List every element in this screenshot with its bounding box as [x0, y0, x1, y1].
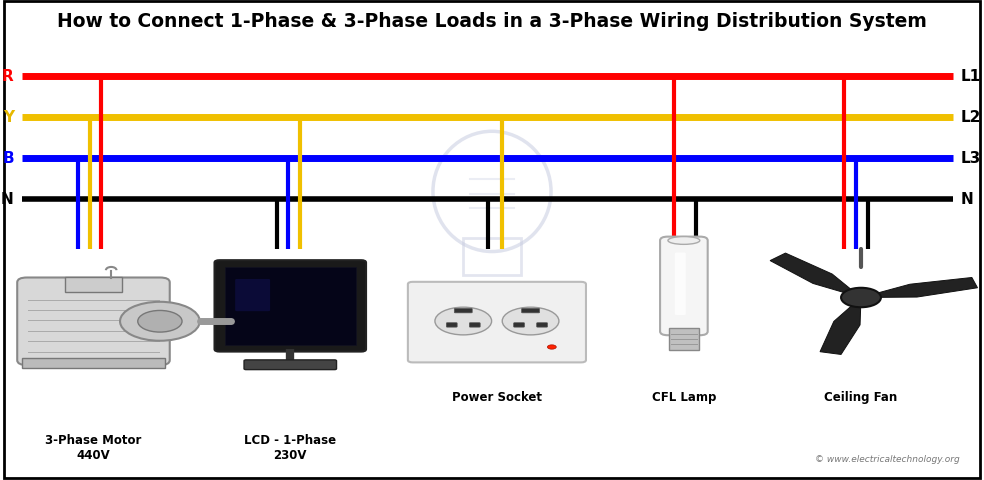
- Polygon shape: [861, 278, 977, 298]
- FancyBboxPatch shape: [224, 268, 356, 345]
- Circle shape: [435, 308, 492, 335]
- Text: N: N: [960, 192, 973, 207]
- FancyBboxPatch shape: [244, 360, 337, 370]
- Text: How to Connect 1-Phase & 3-Phase Loads in a 3-Phase Wiring Distribution System: How to Connect 1-Phase & 3-Phase Loads i…: [57, 12, 927, 31]
- Text: LCD - 1-Phase
230V: LCD - 1-Phase 230V: [244, 433, 337, 461]
- Circle shape: [120, 302, 200, 341]
- Text: Y: Y: [3, 110, 14, 125]
- FancyBboxPatch shape: [669, 329, 700, 350]
- FancyBboxPatch shape: [514, 323, 524, 327]
- Text: B: B: [2, 151, 14, 166]
- Ellipse shape: [668, 237, 700, 245]
- FancyBboxPatch shape: [675, 253, 686, 315]
- FancyBboxPatch shape: [65, 277, 122, 292]
- Circle shape: [547, 345, 556, 349]
- Text: L3: L3: [960, 151, 981, 166]
- Text: CFL Lamp: CFL Lamp: [651, 390, 716, 403]
- Text: L2: L2: [960, 110, 981, 125]
- Polygon shape: [820, 298, 861, 355]
- FancyBboxPatch shape: [522, 309, 539, 313]
- Text: R: R: [2, 69, 14, 84]
- Text: Power Socket: Power Socket: [452, 390, 542, 403]
- FancyBboxPatch shape: [660, 237, 707, 336]
- FancyBboxPatch shape: [235, 279, 270, 312]
- Text: © www.electricaltechnology.org: © www.electricaltechnology.org: [815, 454, 959, 463]
- Text: N: N: [1, 192, 14, 207]
- FancyBboxPatch shape: [408, 282, 586, 363]
- Text: 3-Phase Motor
440V: 3-Phase Motor 440V: [45, 433, 142, 461]
- FancyBboxPatch shape: [455, 309, 472, 313]
- Text: Ceiling Fan: Ceiling Fan: [825, 390, 897, 403]
- FancyBboxPatch shape: [469, 323, 480, 327]
- Circle shape: [502, 308, 559, 335]
- FancyBboxPatch shape: [536, 323, 547, 327]
- Circle shape: [841, 288, 881, 308]
- FancyBboxPatch shape: [17, 278, 169, 365]
- Circle shape: [138, 311, 182, 332]
- FancyBboxPatch shape: [447, 323, 458, 327]
- Text: L1: L1: [960, 69, 980, 84]
- FancyBboxPatch shape: [215, 261, 366, 352]
- Polygon shape: [770, 253, 861, 298]
- FancyBboxPatch shape: [23, 358, 164, 368]
